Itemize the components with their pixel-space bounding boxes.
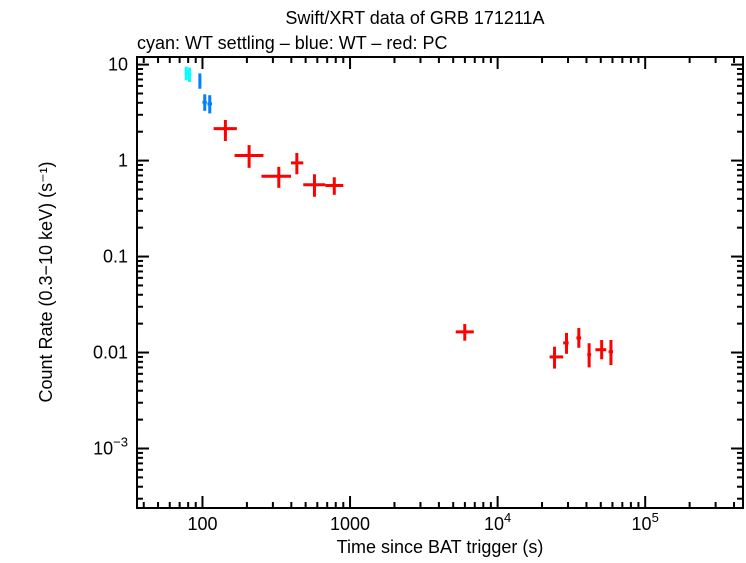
data-point-pc <box>608 340 613 366</box>
data-point-pc <box>595 340 607 360</box>
x-tick-label: 100 <box>187 514 217 534</box>
x-tick-label: 104 <box>484 510 511 534</box>
y-tick-label: 0.1 <box>103 247 128 267</box>
x-axis-label: Time since BAT trigger (s) <box>337 537 544 557</box>
y-tick-label: 0.01 <box>93 343 128 363</box>
data-point-wt <box>198 73 202 89</box>
data-point-pc <box>325 177 344 195</box>
x-tick-label: 1000 <box>330 514 370 534</box>
y-tick-label: 10−3 <box>93 435 128 459</box>
y-tick-label: 10 <box>108 55 128 75</box>
chart-title: Swift/XRT data of GRB 171211A <box>285 8 544 28</box>
data-point-pc <box>563 332 569 354</box>
x-tick-label: 105 <box>632 510 659 534</box>
data-point-pc <box>587 343 592 368</box>
y-tick-label: 1 <box>118 151 128 171</box>
data-point-wt <box>207 95 212 114</box>
y-axis-label: Count Rate (0.3−10 keV) (s⁻¹) <box>36 161 56 402</box>
data-point-wt-settling <box>187 67 192 82</box>
data-point-pc <box>234 145 264 168</box>
data-point-wt <box>202 94 207 111</box>
data-point-pc <box>213 119 237 141</box>
data-point-pc <box>549 346 564 369</box>
data-point-pc <box>303 174 326 197</box>
chart-subtitle: cyan: WT settling – blue: WT – red: PC <box>137 33 447 53</box>
data-point-wt-settling <box>184 66 188 81</box>
data-point-pc <box>576 328 582 348</box>
plot-frame <box>136 56 744 509</box>
data-point-pc <box>291 152 304 175</box>
data-point-pc <box>455 324 474 341</box>
data-point-pc <box>261 166 292 188</box>
